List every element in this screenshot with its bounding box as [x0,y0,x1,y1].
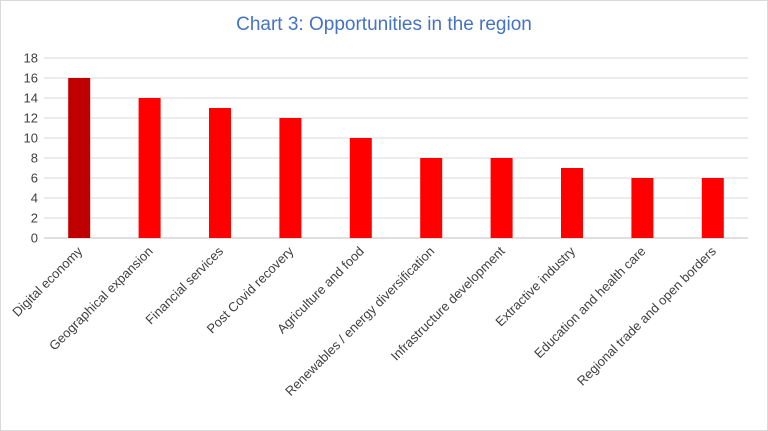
y-tick-label: 18 [24,51,38,66]
bar [279,118,302,238]
bar [420,158,443,238]
gridlines [44,57,748,239]
y-tick-label: 6 [31,171,38,186]
bar [68,78,91,238]
x-category-label: Digital economy [9,243,85,319]
y-axis-ticks: 0 2 4 6 8 10 12 14 16 18 [24,51,38,246]
y-tick-label: 16 [24,71,38,86]
bar [561,168,583,238]
y-tick-label: 14 [24,91,38,106]
bar [138,98,161,238]
y-tick-label: 12 [24,111,38,126]
x-category-label: Infrastructure development [388,243,508,363]
x-category-label: Renewables / energy diversification [282,244,437,399]
bar [631,178,654,238]
chart-title: Chart 3: Opportunities in the region [236,14,532,35]
bar [490,158,513,238]
y-tick-label: 4 [31,191,38,206]
y-tick-label: 2 [31,211,38,226]
bar [349,138,372,238]
bars [68,78,724,238]
y-tick-label: 10 [24,131,38,146]
y-tick-label: 0 [31,231,38,246]
y-tick-label: 8 [31,151,38,166]
x-category-label: Regional trade and open borders [574,243,719,388]
bar [209,108,231,238]
bar [701,178,724,238]
